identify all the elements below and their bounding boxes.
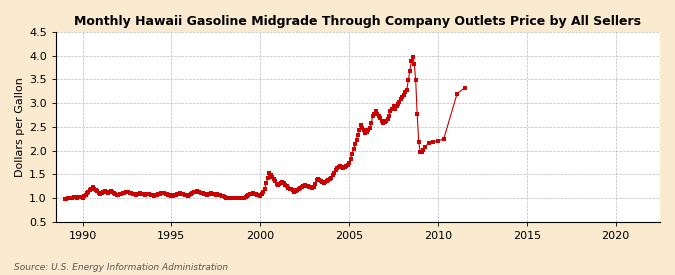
Text: Source: U.S. Energy Information Administration: Source: U.S. Energy Information Administ… <box>14 263 227 272</box>
Y-axis label: Dollars per Gallon: Dollars per Gallon <box>15 77 25 177</box>
Title: Monthly Hawaii Gasoline Midgrade Through Company Outlets Price by All Sellers: Monthly Hawaii Gasoline Midgrade Through… <box>74 15 641 28</box>
